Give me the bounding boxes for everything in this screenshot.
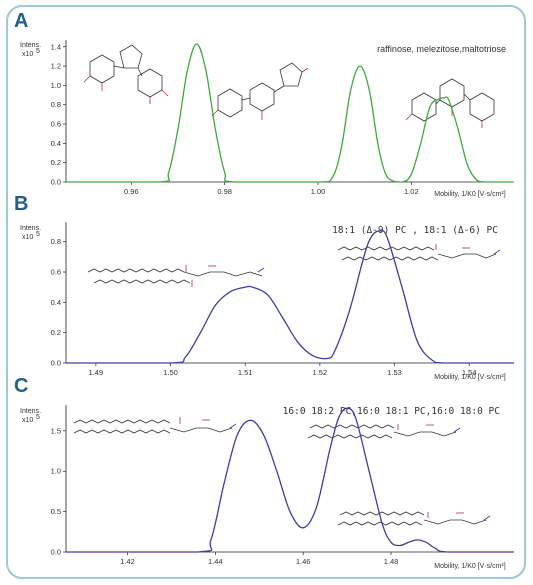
panel-c-molecule-181 bbox=[307, 424, 461, 439]
panel-b-ytick-label-3: 0.6 bbox=[51, 268, 61, 277]
panel-b-axes bbox=[65, 222, 514, 364]
panel-a-molecule-maltotriose bbox=[405, 78, 495, 128]
panel-a-ytick-label-4: 0.8 bbox=[51, 100, 61, 109]
panel-c-ytick-label-1: 0.5 bbox=[51, 507, 61, 516]
panel-a-xtick-label-3: 1.02 bbox=[404, 187, 419, 196]
panel-a-annotation: raffinose, melezitose,maltotriose bbox=[377, 44, 506, 54]
panel-c-series-line-0 bbox=[66, 407, 514, 553]
panel-a-xtick-label-0: 0.96 bbox=[124, 187, 139, 196]
panel-b-ylabel-top: Intens. bbox=[20, 225, 41, 232]
panel-c-label: C bbox=[14, 375, 28, 397]
panel-c-xlabel: Mobility, 1/K0 [V·s/cm²] bbox=[434, 563, 505, 570]
panel-a-ytick-label-7: 1.4 bbox=[51, 42, 61, 51]
panel-a-ytick-label-6: 1.2 bbox=[51, 62, 61, 71]
panel-c-ylabel-top: Intens. bbox=[20, 408, 41, 415]
panel-c-ytick-label-2: 1.0 bbox=[51, 467, 61, 476]
panel-c-ylabel-bottom: x10 bbox=[22, 417, 33, 424]
panel-a-molecule-melezitose bbox=[211, 62, 309, 120]
panel-c-molecule-182 bbox=[73, 417, 237, 434]
panel-b-xtick-label-3: 1.52 bbox=[313, 368, 328, 377]
panel-c-ylabel-exp: 5 bbox=[36, 414, 40, 421]
panel-a-ytick-label-2: 0.4 bbox=[51, 139, 61, 148]
panel-b-ytick-label-1: 0.2 bbox=[51, 328, 61, 337]
panel-a-ytick-label-0: 0.0 bbox=[51, 178, 61, 187]
panel-b-xtick-label-5: 1.54 bbox=[462, 368, 477, 377]
panel-c-xtick-label-1: 1.44 bbox=[208, 557, 223, 566]
panel-b-xtick-label-4: 1.53 bbox=[387, 368, 402, 377]
panel-b-xlabel: Mobility, 1/K0 [V·s/cm²] bbox=[434, 374, 505, 381]
panel-c-xtick-label-0: 1.42 bbox=[120, 557, 135, 566]
panel-b-ylabel-exp: 5 bbox=[36, 231, 40, 238]
panel-a-ylabel-bottom: x10 bbox=[22, 51, 33, 58]
panel-b-chart: Intens. x10 5 18:1 (Δ-9) PC , 18:1 (Δ-6)… bbox=[20, 222, 514, 381]
panel-a-ytick-label-3: 0.6 bbox=[51, 120, 61, 129]
panel-a-xtick-label-1: 0.98 bbox=[217, 187, 232, 196]
panel-b-series-line-0 bbox=[65, 229, 514, 364]
panel-b-xtick-label-0: 1.49 bbox=[89, 368, 104, 377]
panel-b-ytick-label-2: 0.4 bbox=[51, 298, 61, 307]
panel-a-ytick-label-5: 1.0 bbox=[51, 81, 61, 90]
panel-a-label: A bbox=[14, 10, 28, 32]
panel-b-xtick-label-2: 1.51 bbox=[238, 368, 253, 377]
panel-a-chart: Intens. x10 5 raffinose, melezitose,malt… bbox=[20, 40, 515, 198]
panel-c-chart: Intens. x10 5 16:0 18:2 PC,16:0 18:1 PC,… bbox=[20, 405, 514, 570]
panel-a-axes bbox=[65, 40, 514, 183]
panel-b-ylabel-bottom: x10 bbox=[22, 234, 33, 241]
panel-a-series-line-0 bbox=[66, 43, 515, 183]
panel-b-molecule-delta6 bbox=[337, 244, 501, 261]
panel-a-ylabel-exp: 5 bbox=[36, 48, 40, 55]
panel-a-xtick-label-2: 1.00 bbox=[311, 187, 326, 196]
panel-c-ytick-label-3: 1.5 bbox=[51, 426, 61, 435]
panel-a-molecule-raffinose bbox=[83, 44, 169, 104]
panel-b-ytick-label-0: 0.0 bbox=[51, 359, 61, 368]
panel-c-molecule-180 bbox=[337, 511, 491, 526]
panel-a-ytick-label-1: 0.2 bbox=[51, 158, 61, 167]
panel-b-molecule-delta9 bbox=[87, 265, 265, 287]
panel-a-ylabel-top: Intens. bbox=[20, 42, 41, 49]
panel-c-axes bbox=[65, 405, 514, 553]
panel-c-ytick-label-0: 0.0 bbox=[51, 548, 61, 557]
panel-c-annotation: 16:0 18:2 PC,16:0 18:1 PC,16:0 18:0 PC bbox=[283, 406, 500, 417]
panel-c-xtick-label-2: 1.46 bbox=[296, 557, 311, 566]
panel-b-annotation: 18:1 (Δ-9) PC , 18:1 (Δ-6) PC bbox=[332, 225, 498, 236]
panel-b-ytick-label-4: 0.8 bbox=[51, 237, 61, 246]
panel-b-label: B bbox=[14, 193, 28, 215]
panel-b-xtick-label-1: 1.50 bbox=[163, 368, 178, 377]
panel-a-xlabel: Mobility, 1/K0 [V·s/cm²] bbox=[434, 191, 505, 198]
panel-c-xtick-label-3: 1.48 bbox=[384, 557, 399, 566]
